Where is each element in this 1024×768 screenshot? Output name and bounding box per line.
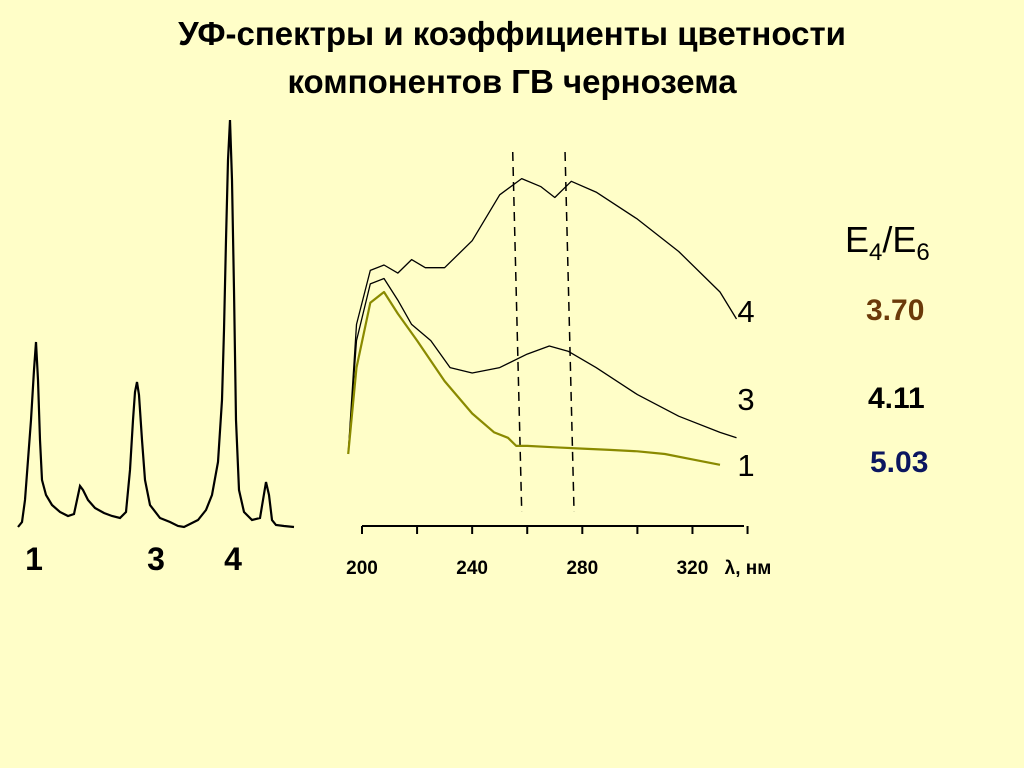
curve-labels: 4 3 1 [737,294,754,483]
peak-label-1: 1 [25,541,43,577]
x-ticks [361,526,749,534]
x-tick-label: 240 [456,558,488,579]
peak-label-4: 4 [224,541,242,577]
x-tick-label: 200 [346,558,378,579]
peak-label-3: 3 [147,541,165,577]
dashed-reference-line [511,151,523,513]
title-line-2: компонентов ГВ чернозема [287,63,737,100]
spectrum-curve-3 [347,277,737,455]
slide-title: УФ-спектры и коэффициенты цветности комп… [0,10,1024,106]
ratio-value-4: 3.70 [866,294,924,327]
ratio-value-1: 5.03 [870,446,928,479]
ratio-header-e: E [845,219,869,260]
dashed-reference-line [564,151,575,513]
uv-spectra: 200 240 280 320 λ, нм 4 3 1 [346,151,772,579]
ratio-header-sub4: 4 [869,239,882,266]
x-tick-labels: 200 240 280 320 [346,558,708,579]
spectrum-curve-4 [347,177,738,455]
x-tick-label: 320 [677,558,709,579]
curve-label-1: 1 [737,448,754,483]
spectra-series [347,177,738,466]
chromatogram: 1 3 4 [17,119,295,577]
spectrum-curve-1 [347,290,721,466]
title-line-1: УФ-спектры и коэффициенты цветности [178,15,846,52]
ratio-header-e2: E [892,219,916,260]
ratio-value-3: 4.11 [868,382,925,415]
ratio-panel: E4/E6 3.70 4.11 5.03 [845,219,930,479]
chromatogram-trace [17,119,295,529]
x-axis-label: λ, нм [725,558,772,579]
curve-label-3: 3 [737,382,754,417]
ratio-header-sub6: 6 [916,239,929,266]
reference-lines [511,151,575,513]
ratio-header-slash: / [882,219,892,260]
curve-label-4: 4 [737,294,754,329]
x-tick-label: 280 [566,558,598,579]
ratio-header: E4/E6 [845,219,930,266]
